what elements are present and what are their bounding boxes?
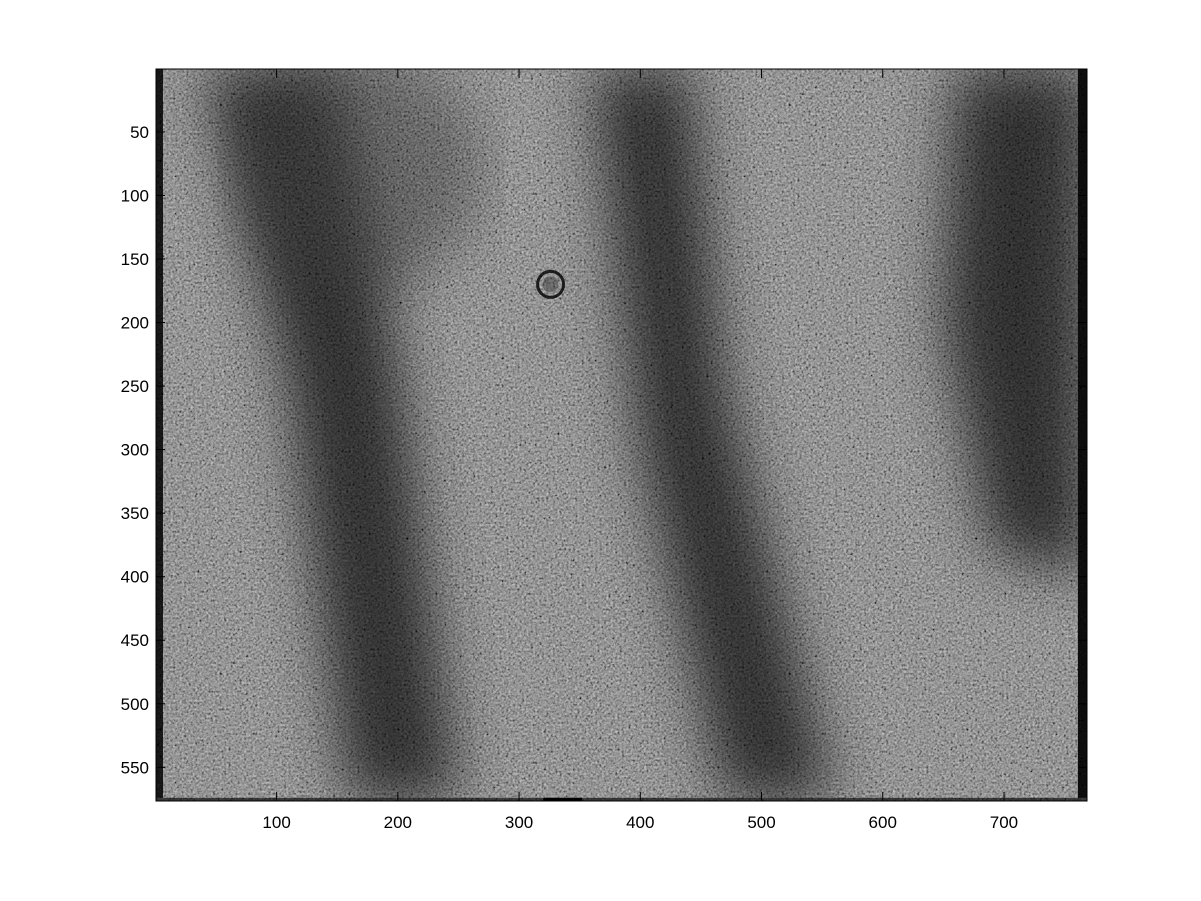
particle-ring [536,269,566,299]
y-tick-label: 350 [121,504,149,523]
right-edge-strip [1077,69,1087,801]
bottom-dark-segment [543,797,583,801]
y-tick-label: 50 [130,123,149,142]
x-tick-label: 700 [990,813,1018,832]
dark-band [943,69,1087,577]
x-tick-label: 600 [869,813,897,832]
particle-core [542,276,559,293]
y-tick-label: 150 [121,250,149,269]
y-tick-label: 500 [121,695,149,714]
y-tick-label: 250 [121,377,149,396]
y-tick-label: 400 [121,568,149,587]
x-tick-label: 100 [262,813,290,832]
bottom-edge-strip [156,797,1087,801]
dark-band [591,69,835,801]
axes-box [155,68,1088,802]
x-tick-label: 500 [747,813,775,832]
y-tick-label: 550 [121,758,149,777]
y-tick-label: 100 [121,186,149,205]
x-axis: 100 200 300 400 500 600 700 [262,813,1018,832]
y-tick-label: 300 [121,441,149,460]
y-tick-label: 200 [121,314,149,333]
y-axis: 50 100 150 200 250 300 350 400 450 500 550 [121,123,149,777]
dark-bands [204,69,1087,801]
hologram-image [156,69,1087,801]
dark-band [204,69,459,801]
x-tick-label: 200 [384,813,412,832]
y-tick-label: 450 [121,631,149,650]
x-tick-label: 300 [505,813,533,832]
dark-corner [241,69,482,290]
left-edge-strip [156,69,163,801]
axis-ticks [156,69,1087,801]
x-tick-label: 400 [626,813,654,832]
